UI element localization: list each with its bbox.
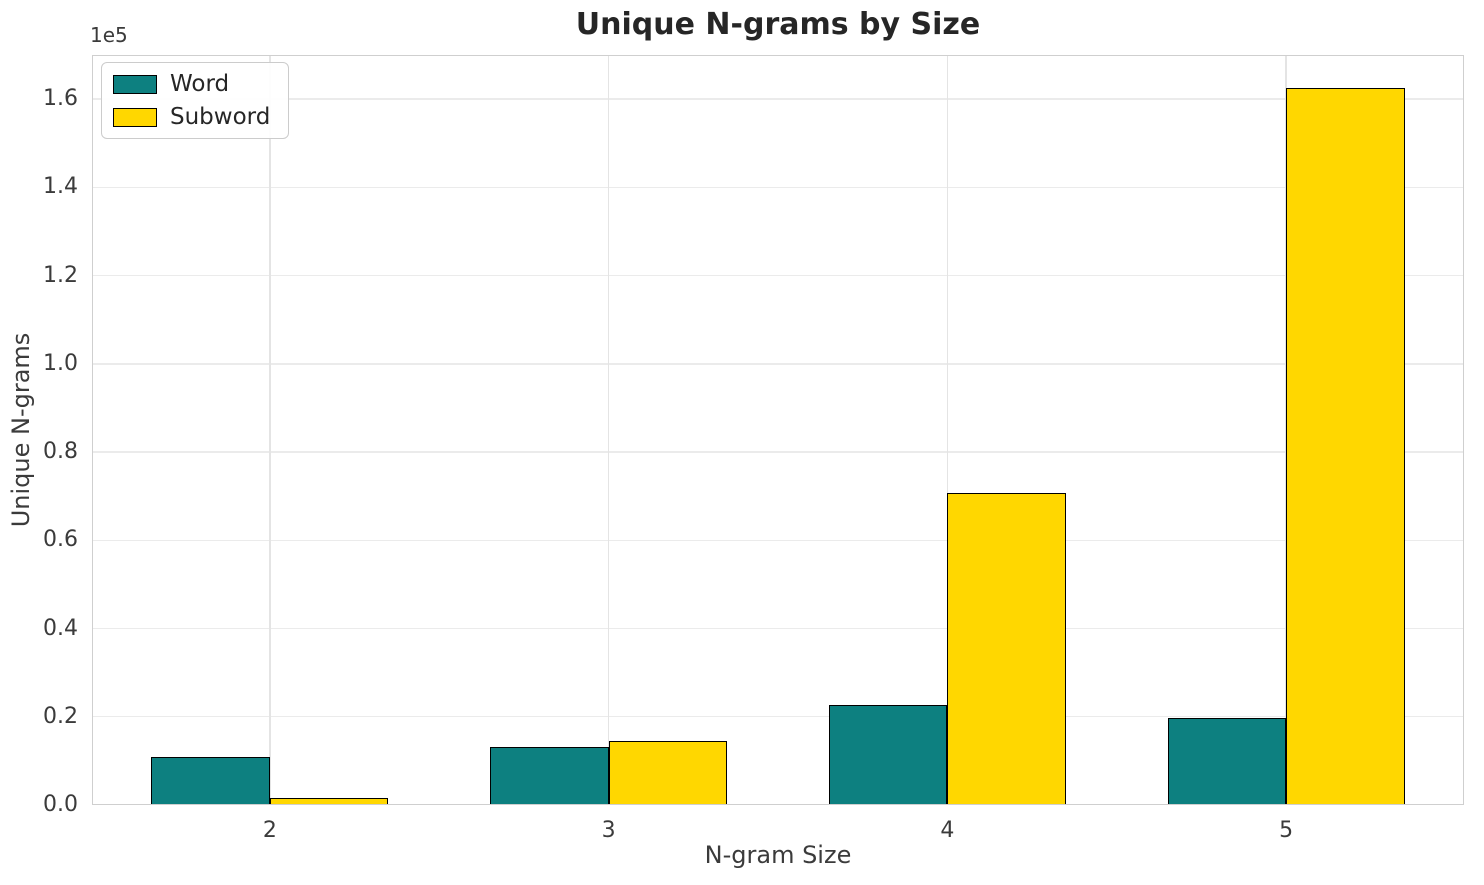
axes-spines [92,55,1464,805]
y-tick-label-0.6: 0.6 [43,527,78,553]
gridline-x-5 [1285,55,1287,805]
legend-label-word: Word [170,71,230,97]
legend-swatch-subword [113,107,157,127]
y-tick-label-1.2: 1.2 [43,262,78,288]
legend-item-word: Word [113,72,270,96]
gridline-x-4 [946,55,949,805]
gridline-y-0.8 [92,451,1464,453]
gridline-x-2 [269,55,271,805]
x-tick-label-5: 5 [1279,818,1294,843]
y-tick-label-0.4: 0.4 [43,615,78,641]
chart-title: Unique N-grams by Size [575,7,981,42]
legend-label-subword: Subword [170,104,271,130]
x-tick-label-4: 4 [940,818,955,843]
gridline-x-3 [607,55,610,805]
gridline-y-1.4 [92,186,1464,189]
bar-subword-4 [947,492,1066,805]
bar-word-3 [490,746,609,805]
bar-word-2 [151,756,270,805]
y-tick-label-1.0: 1.0 [43,350,78,376]
bar-word-4 [828,704,948,805]
y-tick-label-0.8: 0.8 [43,439,78,465]
bar-word-5 [1167,717,1287,805]
y-tick-label-0.2: 0.2 [43,703,78,729]
bar-subword-2 [269,797,389,805]
legend-swatch-word [113,74,157,94]
gridline-y-0.6 [92,539,1464,541]
y-axis-offset-text: 1e5 [90,23,128,47]
legend: Word Subword [101,62,290,139]
gridline-y-0.2 [92,716,1464,718]
gridline-y-1.0 [92,363,1464,365]
bar-subword-5 [1286,88,1405,805]
y-tick-label-1.6: 1.6 [43,86,78,112]
x-tick-label-3: 3 [601,818,616,843]
gridline-y-0.4 [92,627,1464,630]
gridline-y-1.6 [92,98,1464,100]
gridline-y-1.2 [92,274,1464,277]
legend-item-subword: Subword [113,105,270,129]
y-axis-label: Unique N-grams [7,332,35,528]
x-tick-label-2: 2 [262,818,277,843]
y-tick-label-1.4: 1.4 [43,174,78,200]
bar-subword-3 [608,741,728,805]
x-axis-label: N-gram Size [704,841,852,869]
plot-area: 1e5 Word Subword 0.0 0.2 0.4 0.6 0.8 1.0 1.2 1.… [7,24,1464,869]
y-tick-label-0.0: 0.0 [43,792,78,817]
